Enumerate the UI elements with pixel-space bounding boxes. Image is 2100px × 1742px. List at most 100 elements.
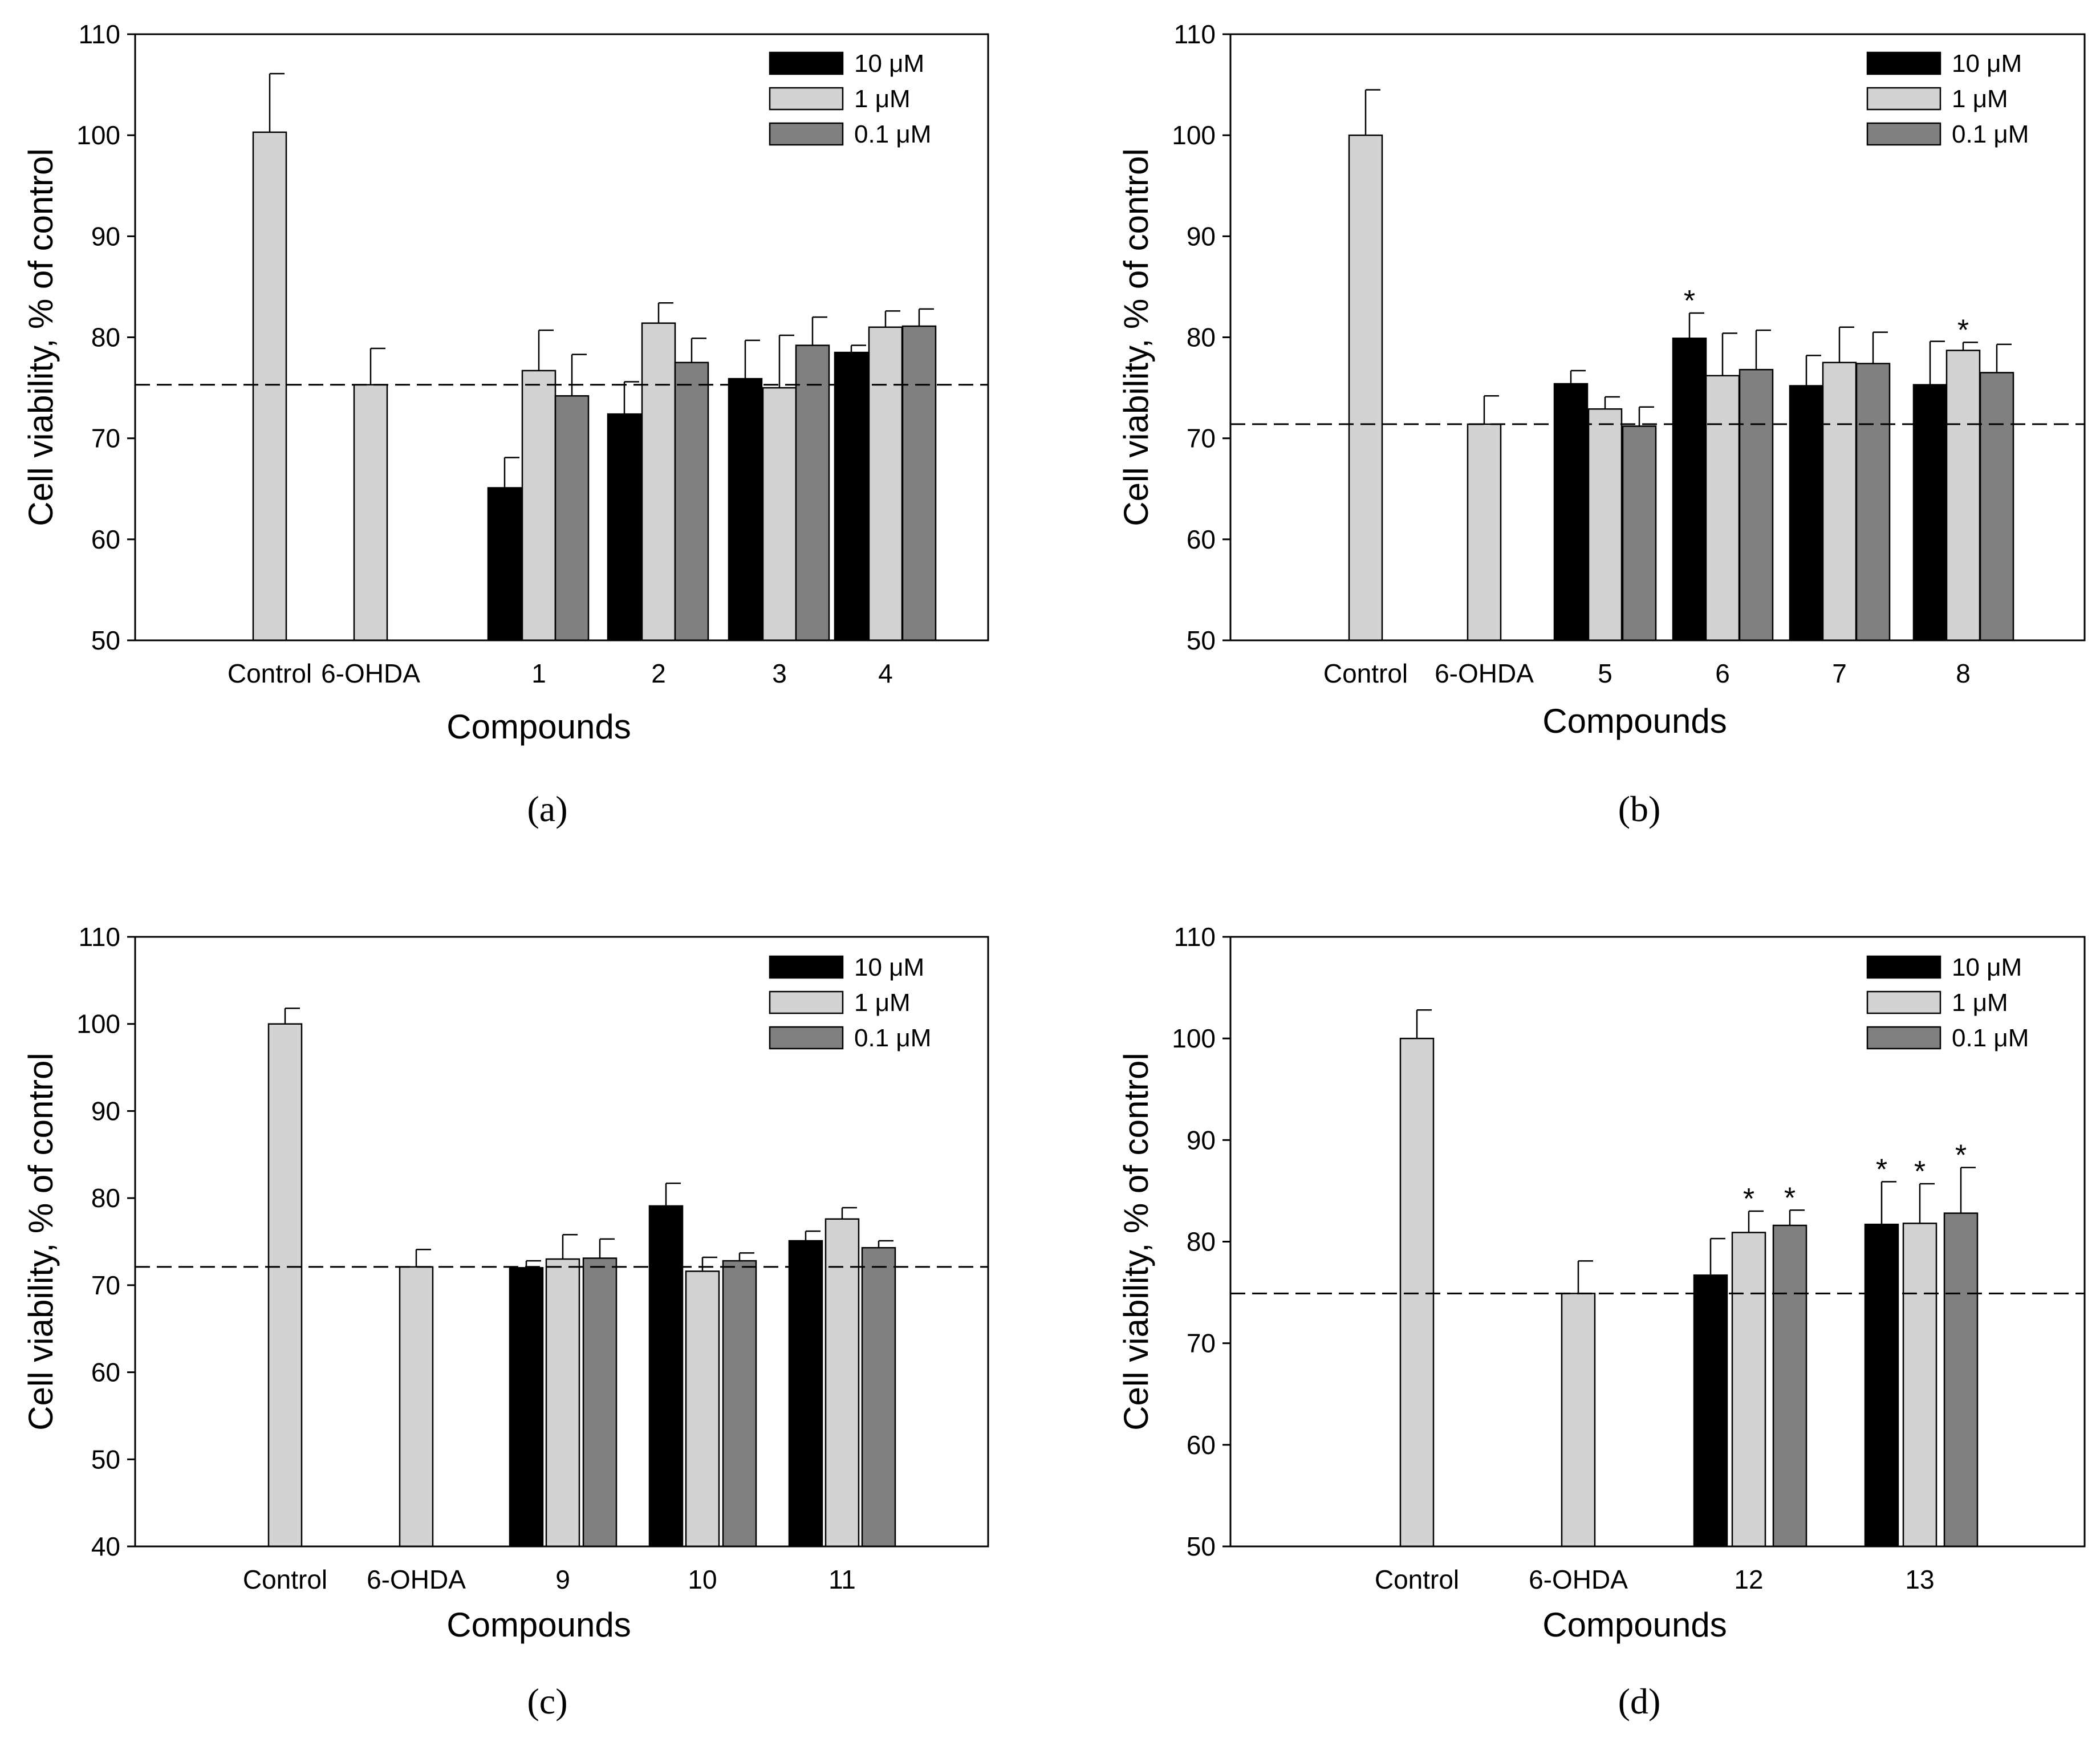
legend-swatch	[1866, 955, 1941, 979]
bar	[1705, 375, 1740, 641]
y-axis-label: Cell viability, % of control	[1117, 148, 1155, 526]
bar	[545, 1258, 580, 1548]
bar	[1399, 1037, 1435, 1548]
x-tick-label: 7	[1832, 659, 1847, 688]
y-axis-label: Cell viability, % of control	[22, 148, 60, 526]
y-tick-label: 100	[1172, 1024, 1216, 1053]
x-tick-label: Control	[228, 659, 312, 688]
bar	[1561, 1293, 1596, 1548]
legend-entry: 1 μM	[1952, 989, 2008, 1017]
bar	[1789, 385, 1824, 641]
y-tick-label: 40	[91, 1532, 120, 1561]
legend-entry: 0.1 μM	[1952, 1024, 2029, 1052]
y-tick-label: 50	[91, 626, 120, 655]
x-tick-label: 3	[772, 659, 787, 688]
bar	[521, 369, 557, 641]
bar	[795, 344, 830, 641]
y-axis-label: Cell viability, % of control	[22, 1053, 60, 1430]
bar	[685, 1270, 720, 1548]
x-tick-label: Control	[1375, 1565, 1459, 1594]
y-tick-label: 50	[91, 1444, 120, 1474]
y-tick-label: 70	[1187, 424, 1216, 453]
legend-entry: 10 μM	[1952, 953, 2022, 981]
legend-swatch	[1866, 87, 1941, 111]
bar	[648, 1205, 684, 1548]
chart-panel-2: Control 6-OHDA 5 * 6 7 * 8 50 60 70 80 90 100 110 Compo…	[1117, 19, 2086, 829]
y-tick-label: 70	[91, 1270, 120, 1300]
chart-panel-4: Control 6-OHDA * * 12 * * * 13 50 60 70 80 90 100 110 Co…	[1117, 922, 2086, 1721]
bar	[1587, 408, 1623, 641]
x-axis-label: Compounds	[1542, 1606, 1727, 1644]
bar	[722, 1260, 757, 1548]
panel-label: (a)	[527, 789, 567, 829]
bar	[1731, 1232, 1766, 1548]
bar	[762, 387, 797, 641]
y-tick-label: 110	[1174, 19, 1216, 49]
y-tick-label: 110	[79, 922, 120, 952]
legend-swatch	[1866, 122, 1941, 146]
bar	[868, 326, 903, 641]
y-tick-label: 80	[1187, 323, 1216, 352]
x-tick-label: Control	[243, 1565, 327, 1594]
chart-panel-1: Control 6-OHDA 1 2 3 4 50 60 70 80 90 100 110 Compoun…	[22, 19, 989, 829]
y-tick-label: 100	[76, 1009, 120, 1039]
bar	[487, 487, 522, 641]
y-tick-label: 80	[91, 1183, 120, 1213]
x-tick-label: 6-OHDA	[321, 659, 420, 688]
x-axis-label: Compounds	[446, 708, 631, 746]
x-tick-label: 6-OHDA	[1529, 1565, 1628, 1594]
bar	[1553, 383, 1589, 641]
x-tick-label: 10	[688, 1565, 717, 1594]
bar	[1943, 1212, 1979, 1548]
bar	[728, 377, 763, 641]
legend-swatch	[1866, 990, 1941, 1014]
x-tick-label: 6-OHDA	[367, 1565, 466, 1594]
y-tick-label: 90	[1187, 221, 1216, 251]
bar	[1672, 338, 1707, 641]
legend-swatch	[769, 955, 844, 979]
bar	[267, 1023, 303, 1548]
y-tick-label: 90	[1187, 1125, 1216, 1155]
legend-entry: 10 μM	[1952, 50, 2022, 78]
y-axis-label: Cell viability, % of control	[1117, 1053, 1155, 1430]
y-tick-label: 70	[91, 424, 120, 453]
significance-star: *	[1784, 1181, 1796, 1215]
legend-swatch	[1866, 1026, 1941, 1050]
bar	[353, 384, 388, 641]
legend-swatch	[769, 51, 844, 75]
y-tick-label: 80	[91, 323, 120, 352]
significance-star: *	[1743, 1183, 1754, 1216]
bar	[1693, 1274, 1728, 1548]
y-tick-label: 50	[1187, 626, 1216, 655]
bar	[1902, 1223, 1937, 1548]
x-tick-label: 9	[555, 1565, 570, 1594]
bar	[1822, 362, 1857, 641]
panel-label: (c)	[527, 1681, 567, 1721]
bar	[834, 351, 869, 641]
bar	[554, 395, 590, 641]
significance-star: *	[1955, 1139, 1967, 1172]
bar	[252, 131, 287, 641]
legend-entry: 1 μM	[1952, 85, 2008, 113]
legend-swatch	[769, 990, 844, 1014]
y-tick-label: 110	[79, 19, 120, 49]
x-tick-label: 6-OHDA	[1435, 659, 1534, 688]
y-tick-label: 60	[91, 525, 120, 554]
legend-swatch	[1866, 51, 1941, 75]
significance-star: *	[1684, 285, 1695, 318]
bar	[1979, 372, 2014, 641]
legend-entry: 0.1 μM	[854, 1024, 931, 1052]
bar	[1912, 384, 1948, 641]
x-axis-label: Compounds	[446, 1606, 631, 1644]
bar	[1772, 1224, 1807, 1548]
x-tick-label: 8	[1956, 659, 1971, 688]
y-tick-label: 70	[1187, 1329, 1216, 1358]
bar	[607, 413, 642, 641]
legend-swatch	[769, 1026, 844, 1050]
significance-star: *	[1876, 1153, 1887, 1186]
y-tick-label: 100	[76, 120, 120, 150]
x-tick-label: 4	[878, 659, 893, 688]
legend-swatch	[769, 122, 844, 146]
significance-star: *	[1914, 1155, 1926, 1188]
significance-star: *	[1957, 314, 1969, 347]
